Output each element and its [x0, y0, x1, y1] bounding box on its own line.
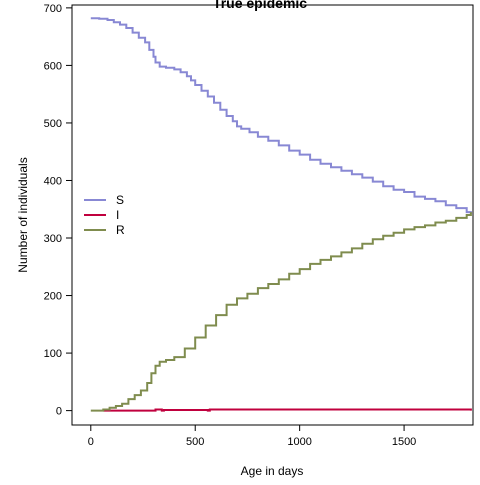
x-axis: 0 500 1000 1500 — [88, 425, 416, 448]
legend-label-r: R — [116, 223, 125, 237]
y-tick-label: 200 — [44, 291, 62, 303]
series-line-s — [90, 17, 472, 214]
y-tick-label: 600 — [44, 60, 62, 72]
y-axis-title: Number of individuals — [16, 157, 30, 272]
x-tick-label: 1000 — [287, 436, 311, 448]
y-tick-label: 500 — [44, 118, 62, 130]
x-tick-label: 500 — [186, 436, 204, 448]
x-tick-label: 0 — [88, 436, 94, 448]
legend: SIR — [84, 193, 125, 237]
legend-label-i: I — [116, 208, 119, 222]
y-tick-label: 100 — [44, 348, 62, 360]
x-tick-label: 1500 — [392, 436, 416, 448]
plot-lines — [90, 17, 472, 412]
series-line-r — [90, 212, 472, 412]
x-axis-title: Age in days — [241, 464, 304, 478]
series-line-i — [103, 408, 472, 412]
chart-title: True epidemic — [213, 0, 307, 11]
y-tick-label: 400 — [44, 175, 62, 187]
legend-label-s: S — [116, 193, 124, 207]
plot-frame — [71, 4, 474, 426]
y-axis: 0 100 200 300 400 500 600 700 — [44, 3, 72, 418]
y-tick-label: 700 — [44, 3, 62, 15]
y-tick-label: 300 — [44, 233, 62, 245]
y-tick-label: 0 — [56, 406, 62, 418]
